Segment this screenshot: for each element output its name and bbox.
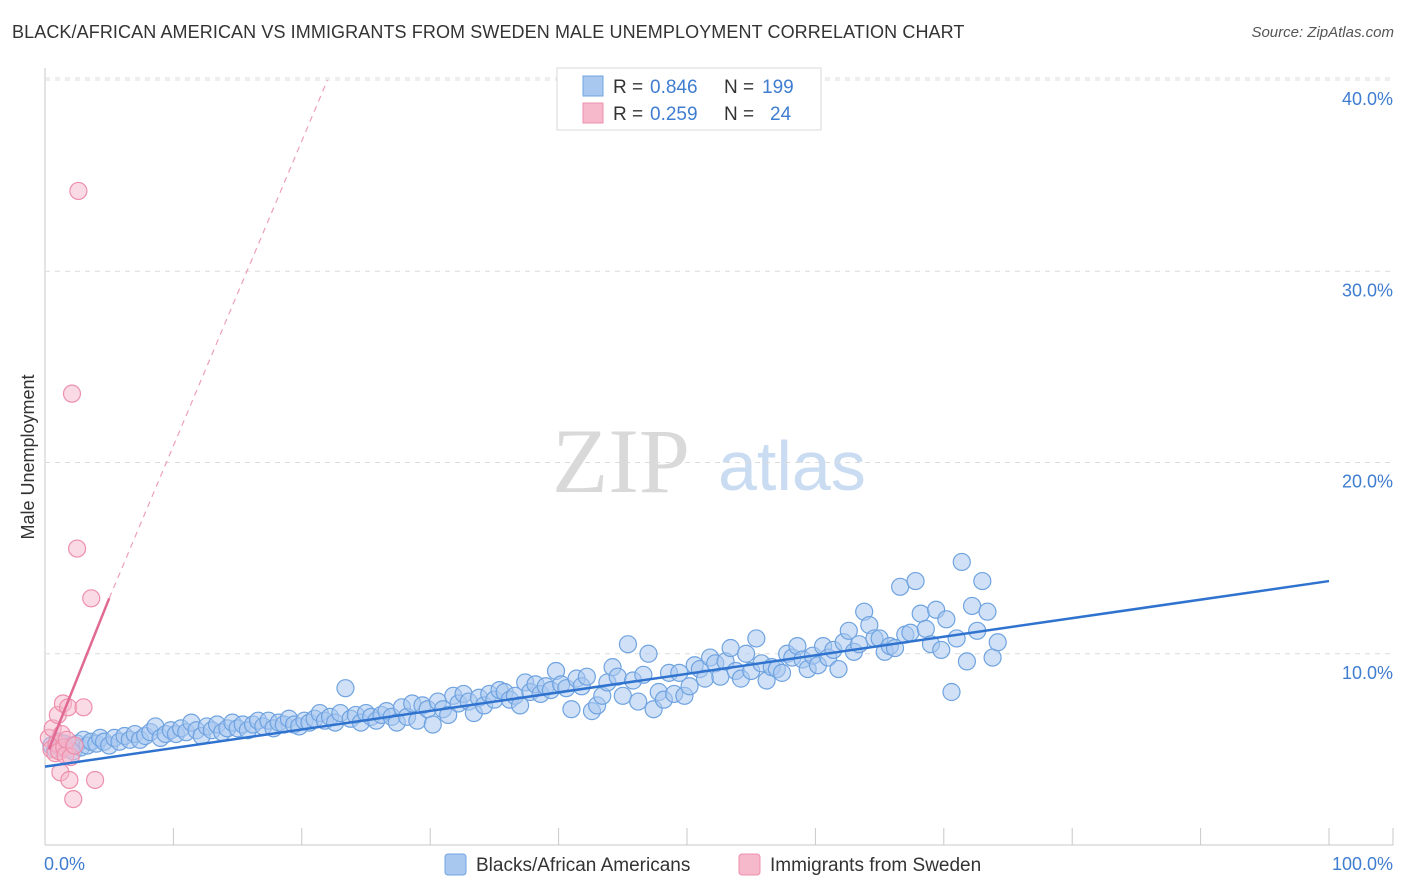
- data-point-blacks: [829, 659, 848, 679]
- trend-lines: [44, 579, 1330, 768]
- data-point-blacks: [772, 663, 792, 682]
- chart-title: BLACK/AFRICAN AMERICAN VS IMMIGRANTS FRO…: [12, 22, 965, 42]
- data-point-blacks: [618, 635, 638, 654]
- data-point-blacks: [736, 644, 756, 663]
- y-tick-label: 20.0%: [1342, 472, 1393, 492]
- data-point-blacks: [423, 715, 442, 734]
- stats-legend: R = 0.846 N = 199 R = 0.259 N = 24: [556, 67, 822, 131]
- data-point-blacks: [906, 571, 925, 591]
- legend-swatch-pink: [582, 102, 604, 124]
- data-point-blacks: [839, 621, 858, 640]
- series-legend-swatch-pink: [738, 853, 761, 876]
- watermark-atlas: atlas: [718, 427, 866, 505]
- blue-points: [42, 552, 1007, 761]
- legend-n-label-pink: N =: [724, 104, 754, 125]
- data-point-blacks: [577, 667, 596, 686]
- data-point-blacks: [747, 629, 766, 648]
- legend-r-value-pink: 0.259: [650, 104, 698, 125]
- data-point-blacks: [983, 648, 1002, 667]
- data-point-blacks: [962, 596, 982, 616]
- data-point-blacks: [947, 629, 966, 648]
- x-ticks: [44, 828, 1394, 845]
- trendline-blacks: [44, 579, 1330, 768]
- x-tick-label-min: 0.0%: [44, 854, 85, 874]
- watermark-zip: ZIP: [552, 410, 690, 512]
- data-point-blacks: [957, 652, 977, 671]
- pink-trend-extension: [108, 79, 329, 599]
- legend-r-value-blue: 0.846: [650, 77, 698, 98]
- chart-source: Source: ZipAtlas.com: [1251, 24, 1394, 41]
- legend-n-value-blue: 199: [762, 77, 794, 98]
- data-point-blacks: [916, 619, 935, 638]
- series-legend-label-pink: Immigrants from Sweden: [770, 855, 981, 876]
- legend-swatch-blue: [582, 75, 604, 97]
- y-tick-label: 40.0%: [1342, 89, 1393, 109]
- data-point-blacks: [629, 692, 648, 711]
- y-tick-labels: 10.0% 20.0% 30.0% 40.0%: [1342, 89, 1393, 683]
- trendline-sweden: [47, 597, 111, 750]
- data-point-sweden: [60, 770, 79, 790]
- data-point-blacks: [973, 571, 992, 591]
- data-point-blacks: [942, 682, 961, 702]
- data-point-blacks: [891, 577, 910, 596]
- data-point-sweden: [85, 770, 105, 790]
- y-axis-title: Male Unemployment: [18, 374, 38, 539]
- legend-n-label-blue: N =: [724, 77, 754, 98]
- series-legend-label-blue: Blacks/African Americans: [476, 855, 690, 876]
- series-legend-swatch-blue: [444, 853, 467, 876]
- data-point-blacks: [680, 677, 699, 696]
- legend-n-value-pink: 24: [770, 104, 792, 125]
- data-point-blacks: [988, 633, 1007, 652]
- legend-r-label-pink: R =: [613, 104, 643, 125]
- y-tick-label: 10.0%: [1342, 663, 1393, 683]
- x-tick-label-max: 100.0%: [1332, 854, 1393, 874]
- data-point-sweden: [74, 698, 93, 717]
- data-point-sweden: [82, 589, 101, 608]
- trendline-sweden-extension: [108, 79, 329, 599]
- data-point-sweden: [62, 384, 82, 403]
- data-point-sweden: [67, 539, 87, 558]
- data-point-blacks: [562, 700, 581, 719]
- data-point-blacks: [336, 679, 355, 698]
- data-point-blacks: [978, 602, 997, 621]
- series-legend: Blacks/African Americans Immigrants from…: [444, 853, 981, 876]
- data-point-blacks: [937, 610, 956, 629]
- data-point-blacks: [613, 686, 632, 705]
- data-point-blacks: [639, 644, 658, 663]
- data-point-blacks: [439, 705, 458, 725]
- y-tick-label: 30.0%: [1342, 280, 1393, 300]
- legend-r-label-blue: R =: [613, 77, 643, 98]
- data-point-sweden: [65, 736, 84, 755]
- pink-points: [39, 181, 105, 809]
- data-point-blacks: [952, 552, 971, 572]
- data-point-blacks: [911, 604, 930, 623]
- data-point-blacks: [932, 640, 951, 660]
- data-point-sweden: [64, 789, 83, 809]
- data-point-blacks: [721, 638, 740, 658]
- grid-lines: [45, 77, 1393, 655]
- data-point-sweden: [69, 181, 88, 201]
- data-point-blacks: [901, 623, 920, 642]
